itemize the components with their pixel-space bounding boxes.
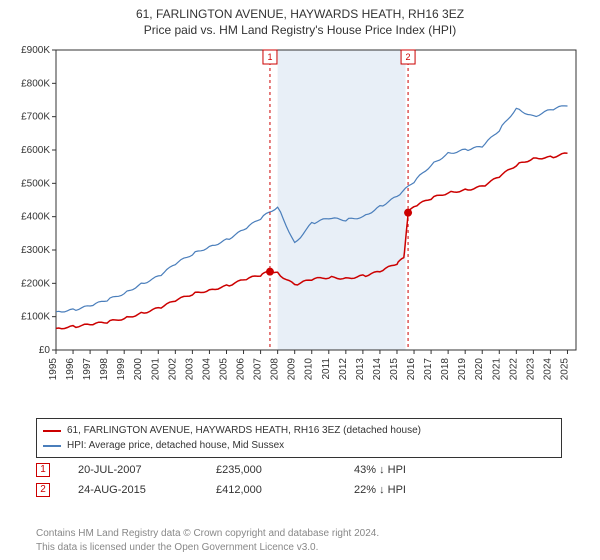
svg-text:£100K: £100K xyxy=(21,312,50,323)
svg-text:£900K: £900K xyxy=(21,45,50,56)
svg-text:2000: 2000 xyxy=(133,358,144,381)
legend-swatch xyxy=(43,430,61,432)
sale-row: 2 24-AUG-2015 £412,000 22% ↓ HPI xyxy=(36,480,562,500)
sale-marker-icon: 2 xyxy=(36,483,50,497)
svg-text:2008: 2008 xyxy=(270,358,281,381)
legend-swatch xyxy=(43,445,61,447)
legend-item-hpi: HPI: Average price, detached house, Mid … xyxy=(43,438,555,453)
sale-marker-icon: 1 xyxy=(36,463,50,477)
legend-label: HPI: Average price, detached house, Mid … xyxy=(67,438,284,453)
chart-title-subtitle: Price paid vs. HM Land Registry's House … xyxy=(0,22,600,38)
svg-text:2003: 2003 xyxy=(184,358,195,381)
footer-line: This data is licensed under the Open Gov… xyxy=(36,541,562,555)
svg-text:2: 2 xyxy=(406,52,411,62)
svg-text:2023: 2023 xyxy=(525,358,536,381)
svg-text:1996: 1996 xyxy=(65,358,76,381)
sale-price: £412,000 xyxy=(216,484,326,496)
svg-text:2025: 2025 xyxy=(559,358,570,381)
sale-delta: 22% ↓ HPI xyxy=(354,484,464,496)
svg-text:£300K: £300K xyxy=(21,245,50,256)
svg-text:2011: 2011 xyxy=(321,358,332,380)
svg-text:2001: 2001 xyxy=(150,358,161,381)
svg-text:2022: 2022 xyxy=(508,358,519,381)
svg-text:2004: 2004 xyxy=(201,358,212,381)
svg-text:1: 1 xyxy=(267,52,272,62)
svg-text:2021: 2021 xyxy=(491,358,502,381)
sale-date: 24-AUG-2015 xyxy=(78,484,188,496)
svg-text:1995: 1995 xyxy=(48,358,59,381)
svg-text:2019: 2019 xyxy=(457,358,468,381)
svg-text:£700K: £700K xyxy=(21,112,50,123)
legend-label: 61, FARLINGTON AVENUE, HAYWARDS HEATH, R… xyxy=(67,423,421,438)
svg-text:£500K: £500K xyxy=(21,178,50,189)
svg-text:£0: £0 xyxy=(39,345,51,356)
svg-text:2017: 2017 xyxy=(423,358,434,381)
chart-svg: £0 £100K £200K £300K £400K £500K £600K £700K £80… xyxy=(10,44,590,404)
sale-date: 20-JUL-2007 xyxy=(78,464,188,476)
svg-text:2018: 2018 xyxy=(440,358,451,381)
svg-text:2024: 2024 xyxy=(542,358,553,381)
svg-text:2010: 2010 xyxy=(304,358,315,381)
chart-title-block: 61, FARLINGTON AVENUE, HAYWARDS HEATH, R… xyxy=(0,0,600,38)
sale-delta: 43% ↓ HPI xyxy=(354,464,464,476)
svg-text:2016: 2016 xyxy=(406,358,417,381)
svg-text:2007: 2007 xyxy=(253,358,264,381)
svg-text:2020: 2020 xyxy=(474,358,485,381)
footer-line: Contains HM Land Registry data © Crown c… xyxy=(36,527,562,541)
svg-text:2013: 2013 xyxy=(355,358,366,381)
svg-text:2009: 2009 xyxy=(287,358,298,381)
svg-text:2006: 2006 xyxy=(236,358,247,381)
svg-text:1997: 1997 xyxy=(82,358,93,381)
svg-text:2014: 2014 xyxy=(372,358,383,381)
legend: 61, FARLINGTON AVENUE, HAYWARDS HEATH, R… xyxy=(36,418,562,458)
sale-price: £235,000 xyxy=(216,464,326,476)
svg-text:1998: 1998 xyxy=(99,358,110,381)
svg-text:£200K: £200K xyxy=(21,278,50,289)
svg-text:2012: 2012 xyxy=(338,358,349,381)
svg-text:£400K: £400K xyxy=(21,212,50,223)
sales-table: 1 20-JUL-2007 £235,000 43% ↓ HPI 2 24-AU… xyxy=(36,460,562,500)
svg-text:2002: 2002 xyxy=(167,358,178,381)
price-chart: £0 £100K £200K £300K £400K £500K £600K £700K £80… xyxy=(10,44,590,404)
legend-item-price-paid: 61, FARLINGTON AVENUE, HAYWARDS HEATH, R… xyxy=(43,423,555,438)
sale-row: 1 20-JUL-2007 £235,000 43% ↓ HPI xyxy=(36,460,562,480)
svg-text:2015: 2015 xyxy=(389,358,400,381)
footer-attribution: Contains HM Land Registry data © Crown c… xyxy=(36,527,562,554)
svg-text:1999: 1999 xyxy=(116,358,127,381)
svg-text:£600K: £600K xyxy=(21,145,50,156)
chart-title-address: 61, FARLINGTON AVENUE, HAYWARDS HEATH, R… xyxy=(0,6,600,22)
svg-text:2005: 2005 xyxy=(218,358,229,381)
svg-text:£800K: £800K xyxy=(21,78,50,89)
